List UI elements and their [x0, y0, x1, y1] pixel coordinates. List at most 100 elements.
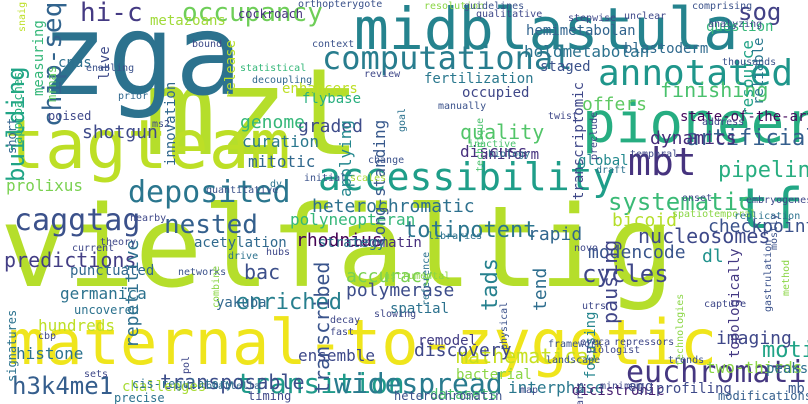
word-181: ereca	[580, 337, 611, 348]
word-149: biology	[488, 149, 531, 160]
word-6: midblastula	[354, 0, 739, 63]
word-166: networks	[178, 267, 227, 278]
word-126: prior	[118, 91, 149, 102]
word-153: dv	[270, 179, 283, 190]
word-157: libraries	[428, 231, 483, 242]
word-14: widespread	[334, 367, 503, 400]
word-111: heterochromatin	[394, 389, 503, 403]
word-159: spatiotemporal	[672, 209, 757, 220]
word-87: enhancers	[282, 81, 358, 97]
word-175: landscape	[546, 355, 601, 366]
word-18: sog	[738, 0, 782, 26]
word-102: histone	[16, 344, 84, 363]
word-57: transcribed	[310, 261, 334, 394]
word-12: euchromatic	[626, 355, 808, 390]
word-34: motifs	[762, 338, 808, 363]
word-37: modencode	[588, 242, 686, 263]
word-48: curation	[242, 132, 320, 151]
word-94: uniform	[480, 147, 540, 163]
word-9: tfs	[736, 177, 808, 242]
word-109: profiling	[656, 381, 732, 397]
word-154: quantitative	[206, 185, 279, 196]
word-65: flybase	[302, 91, 362, 107]
word-52: nucleosomes	[638, 224, 771, 248]
word-100: hundreds	[38, 316, 116, 335]
word-121: mrnas	[45, 65, 59, 102]
word-128: statistical	[240, 63, 307, 74]
word-98: reliable	[751, 37, 767, 105]
word-125: bound	[192, 39, 223, 50]
word-144: manually	[438, 101, 487, 112]
word-41: mathematical	[456, 344, 601, 368]
word-84: two-thirds	[706, 358, 803, 377]
word-113: cis-regulatory	[132, 377, 234, 391]
word-101: germanica	[60, 284, 147, 303]
word-45: rhodnius	[296, 230, 383, 251]
word-81: interphase	[508, 378, 605, 397]
word-5: pioneer	[582, 91, 808, 156]
word-152: initial	[304, 173, 347, 184]
word-182: map	[520, 385, 539, 396]
word-17: hi-c	[80, 0, 143, 28]
word-3: maternal-to-zygotic	[8, 306, 718, 379]
word-133: guidelines	[464, 1, 525, 12]
word-190: trends	[668, 355, 705, 366]
word-62: applying	[336, 119, 355, 197]
word-50: shotgun	[82, 122, 158, 143]
word-83: mb	[788, 381, 805, 397]
word-49: mitotic	[248, 152, 316, 171]
word-7: accessibility	[318, 155, 616, 199]
word-188: pol	[181, 355, 192, 374]
word-46: polyneopteran	[290, 210, 416, 229]
word-119: signatures	[5, 309, 19, 382]
word-89: hemimetabolan	[526, 23, 636, 39]
word-173: utrs	[582, 301, 607, 312]
word-135: stepwise	[568, 13, 617, 24]
word-38: cycles	[582, 260, 669, 288]
word-172: physical	[499, 301, 510, 350]
word-29: finishing	[660, 78, 769, 102]
word-8: mbt	[628, 140, 697, 184]
word-110: modifications	[718, 389, 808, 403]
word-118: short	[5, 117, 19, 154]
word-123: cockroach	[238, 7, 304, 21]
word-24: predictions	[4, 248, 137, 272]
word-23: nested	[164, 210, 258, 240]
word-165: novo	[574, 243, 599, 254]
word-167: cbp	[38, 331, 57, 342]
word-92: staged	[540, 59, 591, 75]
word-139: thousands	[722, 57, 777, 68]
word-161: embryogenesis	[746, 195, 808, 206]
word-145: goal	[397, 107, 408, 132]
word-13: transition	[236, 367, 405, 400]
word-51: dynamics	[650, 128, 737, 149]
word-74: yakuba	[216, 295, 267, 311]
word-31: pipeline	[718, 158, 808, 183]
word-53: bicoid	[612, 210, 678, 231]
word-88: state-of-the-art	[680, 109, 808, 125]
word-178: gastrulation	[763, 239, 774, 312]
word-90: holometabolan	[524, 42, 650, 61]
word-170: fast	[330, 327, 355, 338]
word-43: transposable	[160, 370, 305, 394]
word-25: heterochromatic	[312, 196, 475, 217]
word-64: blastoderm	[624, 41, 709, 57]
word-124: enabling	[86, 63, 135, 74]
word-132: resolution	[424, 1, 485, 12]
word-141: preclude	[589, 111, 600, 160]
word-61: discuss	[460, 142, 528, 161]
word-79: ensemble	[298, 346, 376, 365]
word-77: tend	[530, 267, 551, 311]
word-146: inactive	[468, 139, 517, 150]
word-131: context	[312, 39, 355, 50]
word-160: replication	[734, 211, 801, 222]
word-129: decoupling	[252, 75, 313, 86]
word-73: prolixus	[6, 176, 84, 195]
word-26: systematic	[608, 188, 753, 216]
word-138: analyzing	[708, 19, 763, 30]
word-163: current	[72, 243, 115, 254]
word-10: annotated	[598, 53, 794, 94]
word-130: review	[364, 69, 401, 80]
word-147: temporal	[630, 149, 679, 160]
word-168: combine	[211, 265, 222, 308]
